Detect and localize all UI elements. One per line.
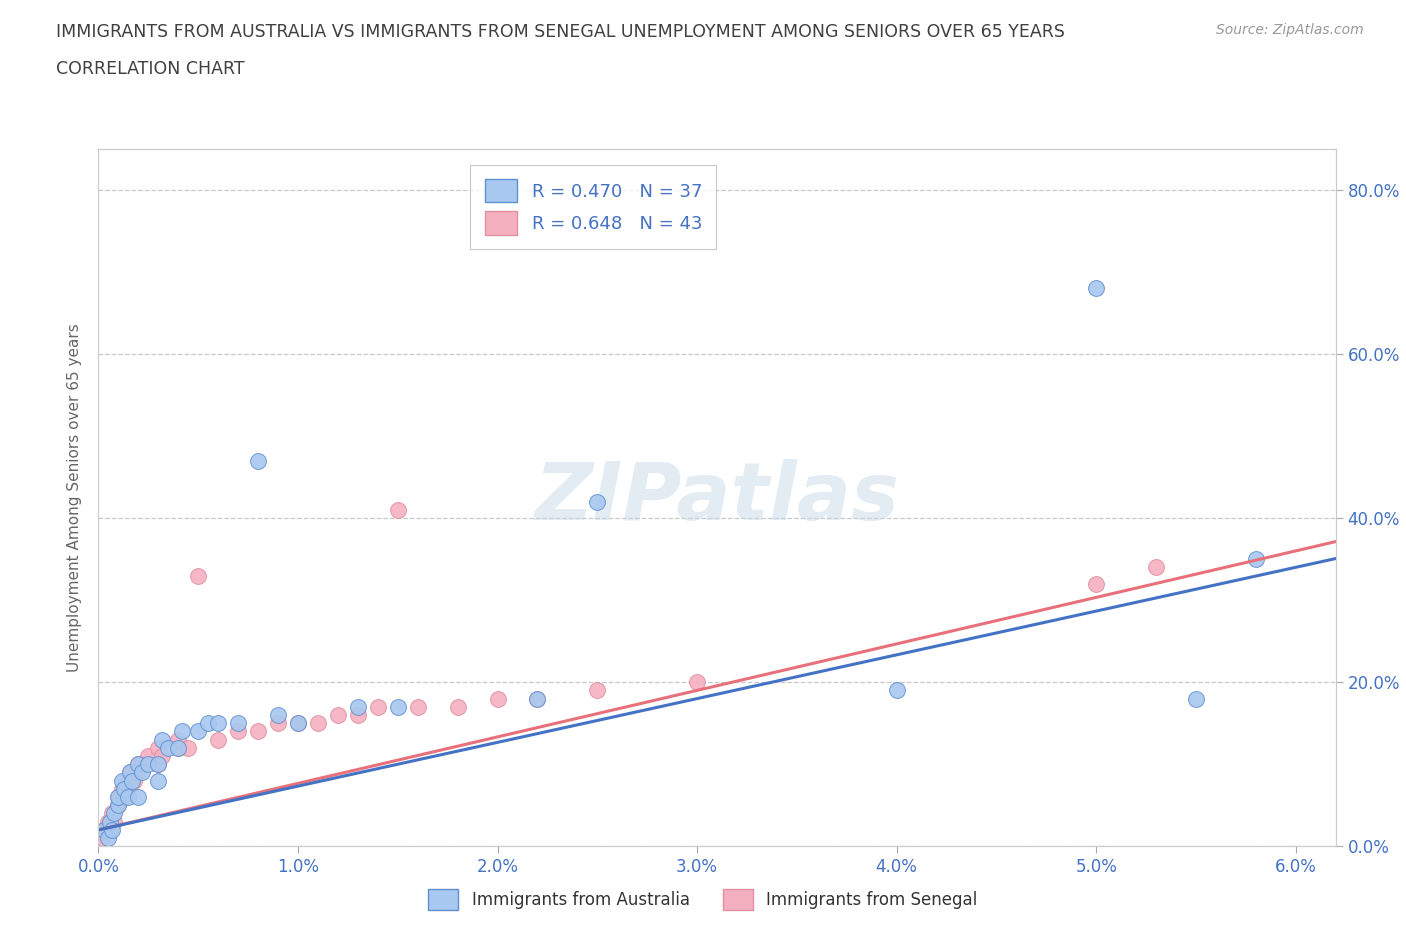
Point [150, 732, 173, 747]
Point [167, 732, 190, 747]
Point [148, 757, 170, 772]
Point [150, 749, 173, 764]
Point [197, 716, 219, 731]
Point [115, 773, 138, 788]
Point [111, 773, 134, 788]
Point [127, 765, 149, 780]
Point [267, 716, 290, 731]
Point [367, 699, 389, 714]
Text: IMMIGRANTS FROM AUSTRALIA VS IMMIGRANTS FROM SENEGAL UNEMPLOYMENT AMONG SENIORS : IMMIGRANTS FROM AUSTRALIA VS IMMIGRANTS … [56, 23, 1066, 41]
Y-axis label: Unemployment Among Seniors over 65 years: Unemployment Among Seniors over 65 years [67, 324, 83, 672]
Point [103, 806, 125, 821]
Point [107, 790, 129, 804]
Point [167, 740, 190, 755]
Point [127, 757, 149, 772]
Point [287, 716, 309, 731]
Point [112, 790, 135, 804]
Point [107, 798, 129, 813]
Point [1085, 281, 1108, 296]
Point [1144, 560, 1167, 575]
Point [172, 724, 194, 738]
Point [97, 830, 120, 845]
Point [100, 815, 122, 830]
Point [112, 781, 135, 796]
Point [121, 773, 143, 788]
Point [387, 699, 409, 714]
Point [207, 732, 229, 747]
Point [1185, 691, 1208, 706]
Point [101, 806, 124, 821]
Point [93, 822, 115, 837]
Point [117, 790, 139, 804]
Point [267, 708, 290, 723]
Point [187, 568, 209, 583]
Point [187, 724, 209, 738]
Point [127, 790, 149, 804]
Point [347, 708, 370, 723]
Point [157, 740, 180, 755]
Point [93, 822, 115, 837]
Point [526, 691, 548, 706]
Point [247, 453, 270, 468]
Point [586, 494, 609, 509]
Text: Source: ZipAtlas.com: Source: ZipAtlas.com [1216, 23, 1364, 37]
Point [207, 716, 229, 731]
Point [148, 740, 170, 755]
Point [226, 724, 249, 738]
Point [107, 798, 129, 813]
Point [91, 830, 114, 845]
Text: ZIPatlas: ZIPatlas [534, 458, 900, 537]
Point [131, 757, 153, 772]
Point [167, 740, 190, 755]
Point [120, 765, 142, 780]
Point [226, 716, 249, 731]
Point [97, 815, 120, 830]
Point [136, 757, 159, 772]
Point [406, 699, 429, 714]
Point [1085, 577, 1108, 591]
Point [586, 683, 609, 698]
Point [347, 699, 370, 714]
Point [686, 675, 709, 690]
Point [124, 773, 146, 788]
Point [103, 815, 125, 830]
Point [1244, 551, 1267, 566]
Point [120, 765, 142, 780]
Point [326, 708, 349, 723]
Legend: Immigrants from Australia, Immigrants from Senegal: Immigrants from Australia, Immigrants fr… [422, 883, 984, 917]
Point [446, 699, 468, 714]
Point [100, 822, 122, 837]
Point [486, 691, 509, 706]
Point [111, 781, 134, 796]
Point [387, 502, 409, 517]
Point [287, 716, 309, 731]
Point [127, 757, 149, 772]
Point [177, 740, 200, 755]
Point [886, 683, 908, 698]
Point [117, 781, 139, 796]
Point [307, 716, 329, 731]
Point [148, 757, 170, 772]
Point [131, 765, 153, 780]
Point [136, 749, 159, 764]
Point [247, 724, 270, 738]
Legend: R = 0.470   N = 37, R = 0.648   N = 43: R = 0.470 N = 37, R = 0.648 N = 43 [470, 165, 717, 249]
Point [148, 773, 170, 788]
Point [107, 790, 129, 804]
Point [526, 691, 548, 706]
Text: CORRELATION CHART: CORRELATION CHART [56, 60, 245, 78]
Point [101, 822, 124, 837]
